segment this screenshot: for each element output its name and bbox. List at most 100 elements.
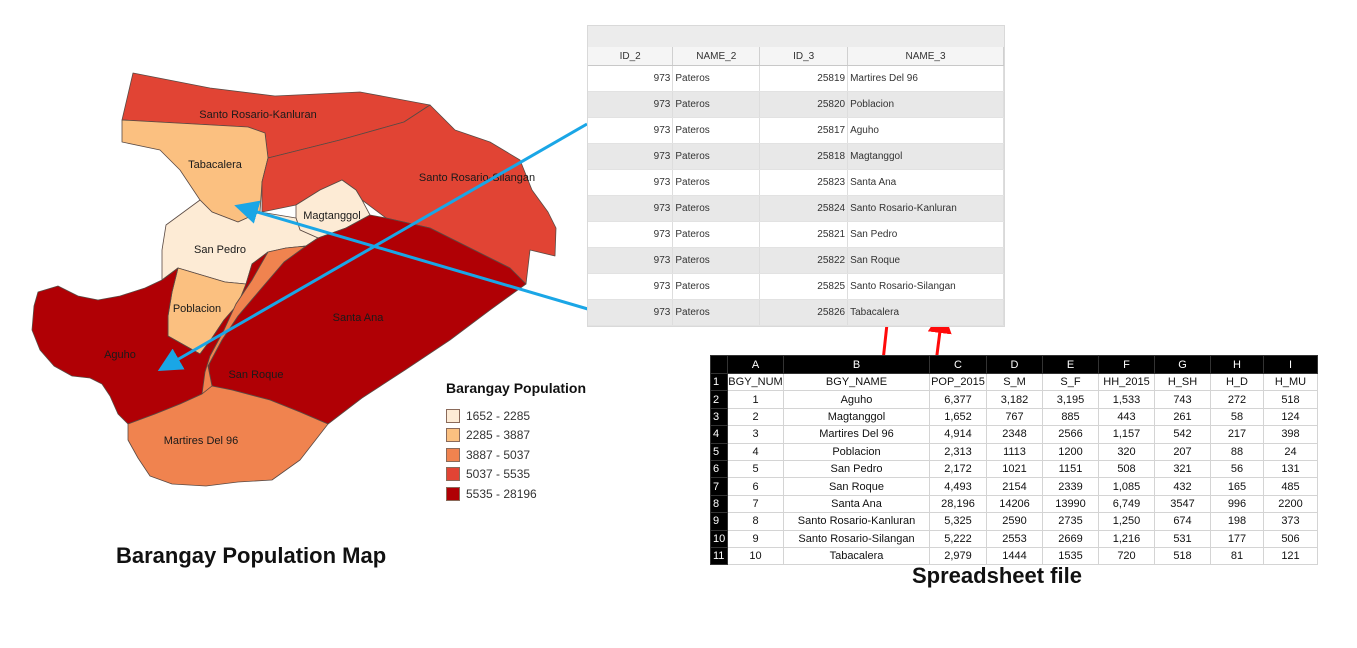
table-cell[interactable]: San Pedro (847, 221, 1004, 248)
sheet-cell[interactable]: 217 (1210, 425, 1264, 444)
table-row[interactable]: 973 Pateros 25825 Santo Rosario-Silangan (588, 273, 1004, 300)
sheet-cell[interactable]: 2590 (986, 512, 1043, 531)
sheet-cell[interactable]: 2735 (1042, 512, 1099, 531)
sheet-cell[interactable]: BGY_NUM (727, 372, 784, 392)
row-number[interactable]: 5 (710, 442, 728, 461)
sheet-cell[interactable]: 7 (727, 494, 784, 514)
sheet-cell[interactable]: 1444 (986, 546, 1043, 566)
table-cell[interactable]: 25821 (759, 221, 849, 248)
sheet-cell[interactable]: HH_2015 (1098, 372, 1155, 392)
table-cell[interactable]: 25818 (759, 143, 849, 170)
sheet-cell[interactable]: 508 (1098, 459, 1155, 479)
sheet-cell[interactable]: 1,250 (1098, 512, 1155, 531)
row-number[interactable]: 8 (710, 494, 728, 514)
sheet-cell[interactable]: 743 (1154, 390, 1211, 409)
table-cell[interactable]: Tabacalera (847, 299, 1004, 326)
sheet-cell[interactable]: 2154 (986, 477, 1043, 496)
sheet-cell[interactable]: 2200 (1263, 494, 1318, 514)
sheet-cell[interactable]: 1,652 (929, 407, 987, 427)
sheet-cell[interactable]: 398 (1263, 425, 1318, 444)
sheet-cell[interactable]: 1 (727, 390, 784, 409)
sheet-cell[interactable]: 674 (1154, 512, 1211, 531)
table-row[interactable]: 973 Pateros 25823 Santa Ana (588, 169, 1004, 196)
table-cell[interactable]: Pateros (672, 65, 761, 92)
sheet-cell[interactable]: 6,749 (1098, 494, 1155, 514)
sheet-cell[interactable]: 531 (1154, 529, 1211, 548)
sheet-cell[interactable]: 1113 (986, 442, 1043, 461)
sheet-cell[interactable]: 518 (1154, 546, 1211, 566)
sheet-cell[interactable]: 1151 (1042, 459, 1099, 479)
sheet-cell[interactable]: 4 (727, 442, 784, 461)
sheet-cell[interactable]: 3,182 (986, 390, 1043, 409)
sheet-cell[interactable]: Magtanggol (783, 407, 930, 427)
sheet-cell[interactable]: 542 (1154, 425, 1211, 444)
sheet-cell[interactable]: 373 (1263, 512, 1318, 531)
sheet-cell[interactable]: 261 (1154, 407, 1211, 427)
table-row[interactable]: 973 Pateros 25819 Martires Del 96 (588, 65, 1004, 92)
sheet-cell[interactable]: San Pedro (783, 459, 930, 479)
table-row[interactable]: 973 Pateros 25822 San Roque (588, 247, 1004, 274)
row-number[interactable]: 9 (710, 512, 728, 531)
table-cell[interactable]: Pateros (672, 273, 761, 300)
table-row[interactable]: 973 Pateros 25824 Santo Rosario-Kanluran (588, 195, 1004, 222)
column-header[interactable]: NAME_3 (847, 47, 1004, 66)
row-number[interactable]: 2 (710, 390, 728, 409)
sheet-cell[interactable]: 1,085 (1098, 477, 1155, 496)
table-cell[interactable]: Pateros (672, 195, 761, 222)
sheet-cell[interactable]: 2566 (1042, 425, 1099, 444)
table-cell[interactable]: Santo Rosario-Kanluran (847, 195, 1004, 222)
sheet-cell[interactable]: 2553 (986, 529, 1043, 548)
sheet-cell[interactable]: 24 (1263, 442, 1318, 461)
sheet-cell[interactable]: 3 (727, 425, 784, 444)
table-cell[interactable]: Santo Rosario-Silangan (847, 273, 1004, 300)
table-cell[interactable]: 973 (588, 91, 674, 118)
table-cell[interactable]: Poblacion (847, 91, 1004, 118)
sheet-cell[interactable]: 272 (1210, 390, 1264, 409)
table-cell[interactable]: Pateros (672, 169, 761, 196)
table-cell[interactable]: 25826 (759, 299, 849, 326)
column-header[interactable]: NAME_2 (672, 47, 761, 66)
table-cell[interactable]: Santa Ana (847, 169, 1004, 196)
sheet-cell[interactable]: 443 (1098, 407, 1155, 427)
corner-cell[interactable] (710, 355, 728, 374)
row-number[interactable]: 3 (710, 407, 728, 427)
table-cell[interactable]: Pateros (672, 247, 761, 274)
row-number[interactable]: 10 (710, 529, 728, 548)
table-cell[interactable]: 25822 (759, 247, 849, 274)
table-cell[interactable]: 973 (588, 221, 674, 248)
sheet-cell[interactable]: 13990 (1042, 494, 1099, 514)
column-letter[interactable]: C (929, 355, 987, 374)
table-cell[interactable]: 25817 (759, 117, 849, 144)
sheet-cell[interactable]: 1,157 (1098, 425, 1155, 444)
sheet-cell[interactable]: Martires Del 96 (783, 425, 930, 444)
table-cell[interactable]: 25825 (759, 273, 849, 300)
sheet-cell[interactable]: 10 (727, 546, 784, 566)
table-cell[interactable]: 973 (588, 195, 674, 222)
sheet-cell[interactable]: 5,325 (929, 512, 987, 531)
column-header[interactable]: ID_3 (759, 47, 849, 66)
column-letter[interactable]: I (1263, 355, 1318, 374)
sheet-cell[interactable]: Poblacion (783, 442, 930, 461)
sheet-cell[interactable]: 165 (1210, 477, 1264, 496)
sheet-cell[interactable]: 767 (986, 407, 1043, 427)
table-cell[interactable]: Pateros (672, 117, 761, 144)
sheet-cell[interactable]: 2 (727, 407, 784, 427)
table-cell[interactable]: Magtanggol (847, 143, 1004, 170)
sheet-cell[interactable]: 321 (1154, 459, 1211, 479)
table-cell[interactable]: Pateros (672, 143, 761, 170)
sheet-cell[interactable]: 2339 (1042, 477, 1099, 496)
table-cell[interactable]: 973 (588, 299, 674, 326)
sheet-cell[interactable]: 8 (727, 512, 784, 531)
table-row[interactable]: 973 Pateros 25826 Tabacalera (588, 299, 1004, 326)
sheet-cell[interactable]: 506 (1263, 529, 1318, 548)
sheet-cell[interactable]: 720 (1098, 546, 1155, 566)
column-letter[interactable]: D (986, 355, 1043, 374)
table-cell[interactable]: 973 (588, 247, 674, 274)
sheet-cell[interactable]: Santo Rosario-Silangan (783, 529, 930, 548)
sheet-cell[interactable]: 485 (1263, 477, 1318, 496)
sheet-cell[interactable]: 177 (1210, 529, 1264, 548)
table-cell[interactable]: 973 (588, 117, 674, 144)
region-martires-del-96[interactable] (127, 385, 329, 487)
table-cell[interactable]: Pateros (672, 91, 761, 118)
sheet-cell[interactable]: 1,533 (1098, 390, 1155, 409)
